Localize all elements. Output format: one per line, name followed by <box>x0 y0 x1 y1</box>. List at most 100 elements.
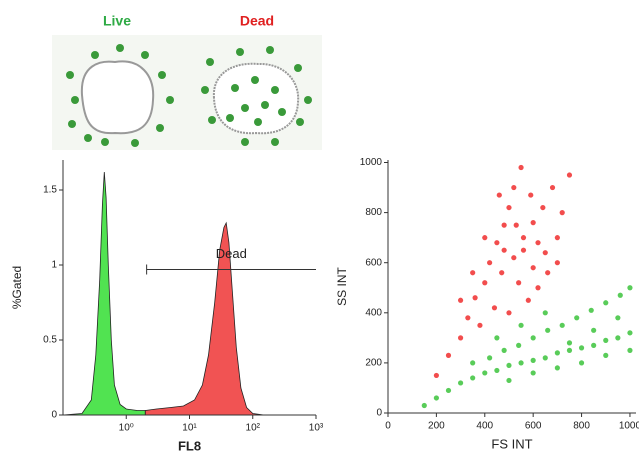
scatter-point <box>506 362 512 369</box>
scatter-point <box>457 335 464 341</box>
scatter-point <box>506 204 512 211</box>
scatter-point <box>465 315 471 321</box>
scatter-point <box>615 315 621 321</box>
scatter-point <box>511 184 517 191</box>
scatter-point <box>566 347 573 353</box>
x-tick-label: 800 <box>573 421 590 432</box>
scatter-point <box>627 285 633 291</box>
dye-particles <box>66 44 312 147</box>
scatter-point <box>477 322 483 328</box>
scatter-point <box>588 307 594 313</box>
scatter-point <box>445 387 452 394</box>
scatter-point <box>530 265 536 271</box>
scatter-point <box>530 220 536 226</box>
scatter-point <box>574 315 580 321</box>
y-axis-label: %Gated <box>10 266 24 309</box>
scatter-point <box>617 292 623 298</box>
scatter-point <box>540 204 546 211</box>
scatter-point <box>506 310 512 316</box>
scatter-point <box>520 247 527 253</box>
histogram-area <box>144 221 264 416</box>
scatter-point <box>530 357 536 363</box>
live-cell <box>80 60 155 135</box>
scatter-point <box>506 377 512 384</box>
scatter-point <box>591 342 597 348</box>
scatter-point <box>542 250 548 256</box>
x-tick-label: 600 <box>525 421 542 432</box>
scatter-point <box>501 347 507 353</box>
scatter-point <box>566 340 573 346</box>
scatter-point <box>482 370 488 376</box>
scatter-point <box>545 270 551 276</box>
scatter-point <box>554 235 560 241</box>
x-tick-label: 1000 <box>619 421 639 432</box>
scatter-point <box>554 365 560 371</box>
scatter-point <box>554 350 560 356</box>
scatter-point <box>528 192 534 198</box>
y-tick-label: 1 <box>51 260 57 271</box>
scatter-point <box>513 222 519 228</box>
y-tick-label: 200 <box>365 358 382 369</box>
scatter-point <box>499 270 505 276</box>
y-tick-label: 1.5 <box>43 185 57 196</box>
scatter-point <box>603 352 609 358</box>
y-axis-label: SS INT <box>335 266 349 305</box>
x-tick-label: 10² <box>246 423 261 434</box>
y-tick-label: 800 <box>365 207 382 218</box>
scatter-point <box>494 367 500 374</box>
scatter-point <box>470 375 476 381</box>
x-tick-label: 10¹ <box>182 423 197 434</box>
scatter-point <box>487 355 493 361</box>
scatter-point <box>433 372 439 379</box>
scatter-point <box>603 337 609 343</box>
scatter-point <box>542 355 548 361</box>
histogram-area <box>62 171 146 416</box>
x-tick-label: 400 <box>476 421 493 432</box>
scatter-point <box>535 285 541 291</box>
scatter-point <box>494 335 500 341</box>
scatter-point <box>525 297 531 303</box>
y-tick-label: 400 <box>365 307 382 318</box>
scatter-point <box>470 270 476 276</box>
scatter-point <box>520 235 527 241</box>
y-tick-label: 1000 <box>360 157 383 168</box>
scatter-point <box>554 260 560 266</box>
axes <box>387 160 636 414</box>
scatter-point <box>615 335 621 341</box>
scatter-point <box>496 192 502 198</box>
scatter-point <box>542 310 548 316</box>
live-label: Live <box>103 13 131 29</box>
scatter-point <box>516 280 522 286</box>
x-axis-label: FL8 <box>178 438 201 453</box>
scatter-point <box>559 210 565 216</box>
scatter-point <box>433 395 439 401</box>
scatter-point <box>491 305 498 311</box>
scatter-point <box>457 380 464 386</box>
x-axis-label: FS INT <box>491 436 532 451</box>
scatter-point <box>566 172 573 178</box>
scatter-point <box>516 342 522 348</box>
scatter-point <box>482 280 488 286</box>
scatter-point <box>578 345 585 351</box>
dead-cell <box>212 62 300 135</box>
scatter-point <box>472 295 478 301</box>
gate-label: Dead <box>216 246 247 261</box>
y-tick-label: 0 <box>51 410 57 421</box>
scatter-point <box>530 335 536 341</box>
dead-label: Dead <box>240 13 274 29</box>
x-tick-label: 0 <box>385 421 391 432</box>
y-tick-label: 0.5 <box>43 335 57 346</box>
scatter-point <box>518 164 524 171</box>
scatter-point <box>482 235 488 241</box>
scatter-point <box>603 300 609 306</box>
scatter-point <box>518 322 524 328</box>
x-tick-label: 10³ <box>309 423 324 434</box>
y-tick-label: 600 <box>365 257 382 268</box>
x-tick-label: 200 <box>428 421 445 432</box>
scatter-point <box>445 352 452 358</box>
scatter-point <box>494 240 500 246</box>
scatter-point <box>591 327 597 333</box>
scatter-point <box>518 360 524 366</box>
scatter-point <box>511 255 517 261</box>
